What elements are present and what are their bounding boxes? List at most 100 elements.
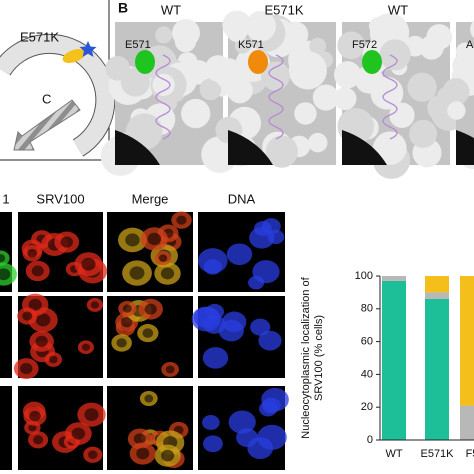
surface-bump [152, 73, 175, 96]
nucleus [0, 268, 11, 281]
nucleus [33, 435, 44, 445]
y-tick-label: 100 [355, 270, 373, 282]
structure-panel: A [442, 20, 474, 170]
nucleus [31, 265, 44, 277]
cell [218, 319, 244, 342]
surface-bump [426, 24, 453, 50]
column-header: Merge [132, 191, 169, 206]
surface-bump [409, 119, 438, 148]
surface-bump [288, 51, 327, 90]
helix-ribbon [155, 54, 171, 140]
surface-bump [307, 132, 328, 153]
nucleus [90, 301, 99, 309]
panel-b-label: B [118, 0, 128, 16]
nucleus [60, 236, 73, 248]
nucleus [161, 449, 175, 462]
structure-panel: F572 WT [333, 2, 467, 179]
nucleus [81, 257, 96, 271]
chart: 0 20 40 60 80 100 Nucleocytoplasmic localizati… [300, 270, 474, 460]
nucleus [35, 313, 51, 327]
surface-bump [226, 77, 253, 104]
panel-a: E571K C [0, 0, 116, 161]
panel-header: WT [388, 2, 408, 17]
panel-b: E571 WT K571 E571K F572 WT A [100, 2, 474, 179]
panel-header: E571K [264, 2, 303, 17]
nucleus [88, 450, 98, 460]
nucleus [133, 433, 146, 445]
surface-bump [452, 52, 474, 79]
surface-bump [447, 101, 466, 120]
surface-bump [407, 72, 437, 102]
residue [362, 50, 382, 74]
cell [258, 330, 282, 351]
surface-bump [333, 61, 362, 89]
cell [202, 415, 220, 430]
residue-label: A [466, 39, 474, 51]
nucleus [71, 427, 86, 440]
shadow [228, 130, 273, 165]
cell [262, 397, 281, 414]
shadow [115, 130, 160, 165]
surface-bump [105, 55, 130, 81]
cell [253, 221, 272, 237]
surface-bump [389, 102, 415, 128]
nucleus [84, 408, 99, 422]
nucleus [144, 303, 157, 315]
cell [226, 243, 253, 266]
cell [252, 260, 280, 284]
nucleus [29, 410, 41, 422]
nucleus [158, 254, 168, 262]
terminus-label: C [42, 91, 51, 106]
helix-ribbon [382, 54, 398, 140]
column-header: 1 [2, 191, 9, 206]
surface-bump [312, 84, 339, 111]
surface-bump [174, 30, 197, 53]
mutation-label: E571K [20, 29, 59, 44]
x-tick-label: WT [385, 448, 402, 460]
nucleus [35, 335, 48, 347]
y-tick-label: 0 [367, 434, 373, 446]
bar-segment [460, 405, 474, 440]
column-header: DNA [228, 191, 256, 206]
y-axis-label: Nucleocytoplasmic localization ofSRV100 … [300, 276, 325, 438]
surface-bump [155, 26, 173, 44]
bar-segment [425, 298, 449, 440]
cell [257, 424, 287, 450]
surface-bump [120, 67, 151, 97]
cell [250, 318, 271, 336]
surface-bump [427, 94, 453, 121]
cell [202, 347, 229, 369]
nucleus [147, 232, 162, 246]
surface-bump [470, 20, 474, 39]
surface-bump [245, 11, 277, 42]
surface-bump [379, 39, 411, 71]
nucleus [160, 267, 175, 280]
panel-c: 1 SRV100 Merge DNA [0, 191, 289, 470]
surface-bump [265, 135, 299, 168]
bar-segment [460, 276, 474, 406]
nucleus [121, 317, 133, 328]
y-tick-label: 40 [361, 368, 373, 380]
bar-segment [425, 292, 449, 299]
structure-panel: K571 E571K [213, 2, 339, 168]
cell [203, 435, 223, 453]
shadow [342, 130, 387, 165]
domain-arc-fill [0, 34, 115, 156]
panel-header: WT [161, 2, 181, 17]
residue-label: K571 [238, 39, 264, 51]
bar-segment [382, 280, 406, 440]
nucleus [28, 298, 42, 311]
cell [228, 410, 256, 434]
cell [191, 306, 221, 332]
nucleus [176, 215, 187, 225]
nucleus [27, 248, 38, 258]
residue-label: F572 [352, 39, 377, 51]
surface-bump [368, 17, 387, 35]
surface-bump [442, 78, 470, 106]
nucleus [49, 355, 58, 364]
y-axis-label-line: Nucleocytoplasmic localization of [300, 276, 312, 438]
nucleus [0, 254, 6, 263]
residue [248, 50, 268, 74]
surface-bump [309, 37, 327, 55]
bar-segment [382, 276, 406, 281]
